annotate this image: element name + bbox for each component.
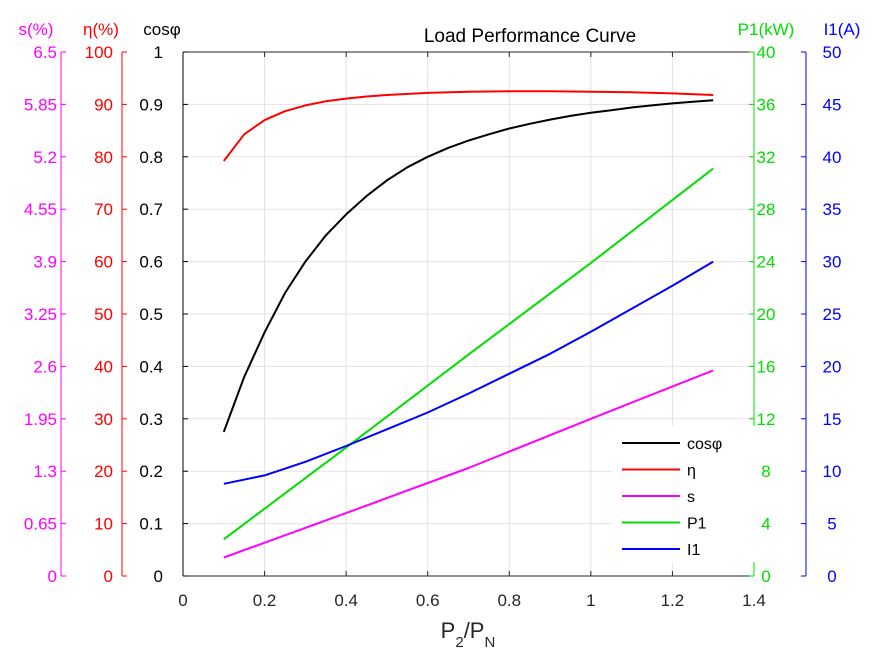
- y-tick-label-i1: 20: [823, 357, 842, 376]
- y-tick-label-eta: 50: [94, 305, 113, 324]
- y-tick-label-i1: 35: [823, 200, 842, 219]
- y-tick-label-i1: 5: [827, 515, 836, 534]
- x-tick-label: 0.2: [253, 591, 277, 610]
- y-tick-label-i1: 40: [823, 148, 842, 167]
- series-line-eta: [223, 90, 714, 162]
- y-tick-label-cos: 0.5: [139, 305, 163, 324]
- x-label-slash-p: /P: [464, 618, 485, 643]
- x-label-p: P: [441, 618, 456, 643]
- y-axis-title-i1: I1(A): [824, 20, 861, 39]
- y-tick-label-eta: 80: [94, 148, 113, 167]
- y-tick-label-p1: 36: [757, 95, 776, 114]
- y-tick-label-s: 1.95: [24, 410, 57, 429]
- y-tick-label-cos: 0.3: [139, 410, 163, 429]
- x-tick-label: 0.8: [497, 591, 521, 610]
- y-tick-label-cos: 0.2: [139, 462, 163, 481]
- y-tick-label-s: 0.65: [24, 515, 57, 534]
- y-tick-label-cos: 0.7: [139, 200, 163, 219]
- x-tick-label: 0: [178, 591, 187, 610]
- legend-label-i1: I1: [687, 542, 700, 559]
- y-tick-label-eta: 10: [94, 515, 113, 534]
- y-axis-title-cos: cosφ: [143, 20, 180, 39]
- y-tick-label-eta: 90: [94, 95, 113, 114]
- y-tick-label-p1: 8: [761, 462, 770, 481]
- y-tick-label-s: 2.6: [33, 357, 57, 376]
- y-tick-label-p1: 24: [757, 253, 776, 272]
- y-tick-label-cos: 1: [154, 43, 163, 62]
- x-tick-label: 1: [586, 591, 595, 610]
- y-tick-label-i1: 0: [827, 567, 836, 586]
- y-tick-label-cos: 0.6: [139, 253, 163, 272]
- series-line-p1: [223, 167, 714, 541]
- y-tick-label-p1: 4: [761, 515, 770, 534]
- x-axis-label: P2/PN: [441, 618, 496, 651]
- series-line-s: [223, 369, 714, 559]
- y-tick-label-i1: 10: [823, 462, 842, 481]
- y-tick-label-eta: 0: [104, 567, 113, 586]
- y-tick-label-p1: 0: [761, 567, 770, 586]
- legend: cosφ ηs P1 I1: [612, 426, 760, 562]
- y-tick-label-i1: 50: [823, 43, 842, 62]
- y-tick-label-s: 3.9: [33, 253, 57, 272]
- y-tick-label-cos: 0.8: [139, 148, 163, 167]
- y-tick-label-i1: 25: [823, 305, 842, 324]
- x-tick-label: 0.4: [334, 591, 358, 610]
- y-tick-label-i1: 45: [823, 95, 842, 114]
- y-axis-title-s: s(%): [19, 20, 54, 39]
- legend-label-eta: η: [687, 463, 696, 480]
- series-lines: [222, 90, 714, 559]
- y-tick-label-p1: 16: [757, 357, 776, 376]
- y-tick-label-eta: 40: [94, 357, 113, 376]
- y-tick-label-s: 6.5: [33, 43, 57, 62]
- y-tick-label-p1: 40: [757, 43, 776, 62]
- y-tick-label-eta: 60: [94, 253, 113, 272]
- y-tick-label-p1: 28: [757, 200, 776, 219]
- y-axis-title-eta: η(%): [83, 20, 119, 39]
- y-tick-label-s: 0: [48, 567, 57, 586]
- x-label-sub-2: 2: [455, 634, 463, 651]
- chart-title: Load Performance Curve: [424, 26, 636, 47]
- y-tick-label-cos: 0: [154, 567, 163, 586]
- x-tick-label: 0.6: [416, 591, 440, 610]
- y-tick-label-eta: 30: [94, 410, 113, 429]
- y-tick-label-s: 5.85: [24, 95, 57, 114]
- y-tick-label-p1: 12: [757, 410, 776, 429]
- legend-box: [612, 426, 760, 562]
- y-tick-label-i1: 15: [823, 410, 842, 429]
- y-tick-label-eta: 70: [94, 200, 113, 219]
- y-tick-label-p1: 20: [757, 305, 776, 324]
- y-tick-label-s: 5.2: [33, 148, 57, 167]
- y-tick-label-cos: 0.9: [139, 95, 163, 114]
- series-line-i1: [223, 260, 714, 485]
- x-tick-label: 1.2: [661, 591, 685, 610]
- y-tick-label-eta: 100: [85, 43, 113, 62]
- y-axis-title-p1: P1(kW): [738, 20, 795, 39]
- y-tick-label-eta: 20: [94, 462, 113, 481]
- y-tick-label-cos: 0.1: [139, 515, 163, 534]
- y-tick-label-cos: 0.4: [139, 357, 163, 376]
- y-tick-label-i1: 30: [823, 253, 842, 272]
- grid: [183, 52, 754, 576]
- legend-label-cos: cosφ: [687, 436, 722, 453]
- y-tick-label-s: 3.25: [24, 305, 57, 324]
- series-line-cos: [222, 99, 714, 433]
- y-tick-label-s: 1.3: [33, 462, 57, 481]
- legend-label-p1: P1: [687, 516, 707, 533]
- y-tick-label-p1: 32: [757, 148, 776, 167]
- legend-label-s: s: [687, 489, 695, 506]
- x-label-sub-n: N: [484, 634, 495, 651]
- x-tick-label: 1.4: [742, 591, 766, 610]
- y-tick-label-s: 4.55: [24, 200, 57, 219]
- axes: 0 0.2 0.4 0.6 0.8 1 1.2 1.400.651.31.952.63.253…: [19, 20, 861, 610]
